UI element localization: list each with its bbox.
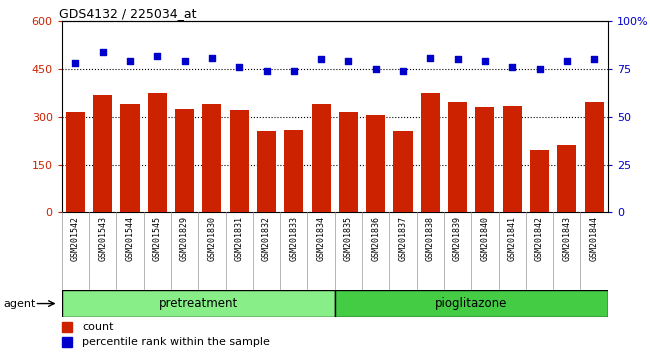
Text: GSM201544: GSM201544	[125, 216, 135, 261]
Bar	[448, 103, 467, 212]
Point	[343, 58, 354, 64]
Bar	[502, 105, 522, 212]
Text: GSM201841: GSM201841	[508, 216, 517, 261]
Text: GSM201830: GSM201830	[207, 216, 216, 261]
Text: GSM201834: GSM201834	[317, 216, 326, 261]
Text: agent: agent	[3, 298, 36, 309]
Bar	[93, 95, 112, 212]
Bar	[335, 290, 608, 317]
Point	[316, 57, 326, 62]
Text: GSM201835: GSM201835	[344, 216, 353, 261]
Text: pretreatment: pretreatment	[159, 297, 238, 310]
Bar	[475, 107, 495, 212]
Bar	[66, 112, 85, 212]
Text: GSM201545: GSM201545	[153, 216, 162, 261]
Point	[98, 49, 108, 55]
Point	[125, 58, 135, 64]
Bar	[148, 93, 167, 212]
Point	[589, 57, 599, 62]
Text: GSM201843: GSM201843	[562, 216, 571, 261]
Point	[289, 68, 299, 74]
Bar	[393, 131, 413, 212]
Point	[425, 55, 436, 61]
Text: GSM201844: GSM201844	[590, 216, 599, 261]
Bar	[257, 131, 276, 212]
Text: count: count	[83, 322, 114, 332]
Bar	[120, 104, 140, 212]
Point	[179, 58, 190, 64]
Bar	[530, 150, 549, 212]
Point	[152, 53, 162, 58]
Point	[562, 58, 572, 64]
Bar	[62, 337, 72, 347]
Point	[207, 55, 217, 61]
Text: GSM201840: GSM201840	[480, 216, 489, 261]
Text: pioglitazone: pioglitazone	[435, 297, 508, 310]
Text: GSM201832: GSM201832	[262, 216, 271, 261]
Text: GSM201829: GSM201829	[180, 216, 189, 261]
Text: GDS4132 / 225034_at: GDS4132 / 225034_at	[59, 7, 196, 20]
Text: GSM201839: GSM201839	[453, 216, 462, 261]
Bar	[557, 145, 577, 212]
Point	[452, 57, 463, 62]
Text: percentile rank within the sample: percentile rank within the sample	[83, 337, 270, 347]
Text: GSM201838: GSM201838	[426, 216, 435, 261]
Bar	[311, 104, 331, 212]
Bar	[339, 112, 358, 212]
Bar	[421, 93, 440, 212]
Bar	[366, 115, 385, 212]
Text: GSM201831: GSM201831	[235, 216, 244, 261]
Bar	[584, 103, 604, 212]
Bar	[175, 109, 194, 212]
Bar	[229, 110, 249, 212]
Text: GSM201543: GSM201543	[98, 216, 107, 261]
Text: GSM201836: GSM201836	[371, 216, 380, 261]
Bar	[202, 104, 222, 212]
Bar	[284, 130, 304, 212]
Point	[480, 58, 490, 64]
Text: GSM201837: GSM201837	[398, 216, 408, 261]
Text: GSM201842: GSM201842	[535, 216, 544, 261]
Point	[398, 68, 408, 74]
Text: GSM201833: GSM201833	[289, 216, 298, 261]
Point	[507, 64, 517, 70]
Point	[370, 66, 381, 72]
Bar	[62, 322, 72, 332]
Point	[70, 61, 81, 66]
Text: GSM201542: GSM201542	[71, 216, 80, 261]
Bar	[62, 290, 335, 317]
Point	[261, 68, 272, 74]
Point	[534, 66, 545, 72]
Point	[234, 64, 244, 70]
